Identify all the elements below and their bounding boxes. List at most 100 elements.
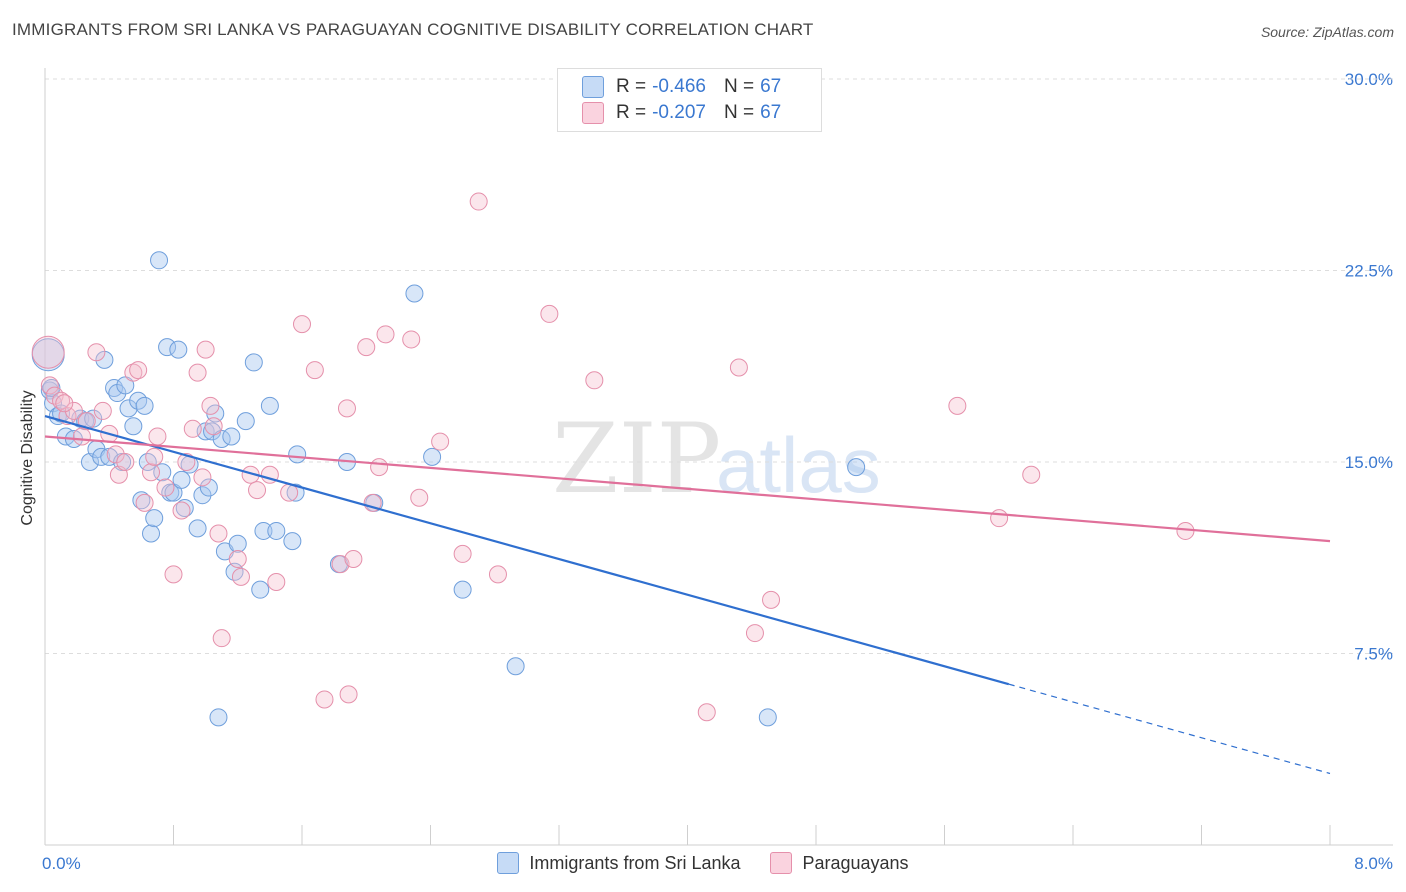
watermark-zip: ZIP [552,403,721,515]
paraguayan-point [729,358,748,377]
sri-lanka-point [847,458,866,477]
sri-lanka-point [267,521,286,540]
paraguayan-point [201,396,220,415]
sri-lanka-point [124,417,143,436]
legend-item-paraguayans[interactable]: Paraguayans [770,852,909,874]
paraguayan-point [156,478,175,497]
paraguayan-point [339,685,358,704]
paraguayan-point [990,509,1009,528]
paraguayan-point [585,371,604,390]
sri-lanka-point [506,657,525,676]
sri-lanka-point [453,580,472,599]
sri-lanka-point [142,524,161,543]
paraguayan-point [357,338,376,357]
stats-row-paraguayans: R = -0.207 N = 67 [582,100,781,126]
paraguayan-point [540,304,559,323]
paraguayan-point [31,335,65,369]
y-tick-label: 7.5% [1354,645,1393,664]
y-tick-label: 15.0% [1345,453,1393,472]
legend-swatch-sri-lanka [497,852,520,874]
paraguayan-point [196,340,215,359]
x-tick-label-min: 0.0% [42,854,81,873]
sri-lanka-point [405,284,424,303]
sri-lanka-point [260,396,279,415]
paraguayan-point [762,590,781,609]
stats-row-sri-lanka: R = -0.466 N = 67 [582,74,781,100]
paraguayan-point [40,376,59,395]
paraguayan-point [1022,465,1041,484]
sri-lanka-point [251,580,270,599]
stats-n-value: 67 [760,76,782,97]
sri-lanka-point [105,378,124,397]
paraguayan-point [305,361,324,380]
paraguayan-point [193,468,212,487]
paraguayan-point [188,363,207,382]
paraguayan-point [64,401,83,420]
paraguayan-point [370,458,389,477]
paraguayan-point [344,550,363,569]
sri-lanka-point [222,427,241,446]
paraguayan-point [469,192,488,211]
paraguayan-point [55,394,74,413]
y-tick-label: 22.5% [1345,262,1393,281]
paraguayan-point [204,417,223,436]
paraguayan-point [72,427,91,446]
legend-label-paraguayans: Paraguayans [802,852,909,873]
chart-title: IMMIGRANTS FROM SRI LANKA VS PARAGUAYAN … [12,20,814,39]
sri-lanka-point [158,338,177,357]
legend-item-sri-lanka[interactable]: Immigrants from Sri Lanka [497,852,740,874]
sri-lanka-point [132,491,151,510]
legend-swatch-paraguayans [770,852,793,874]
x-tick-label-max: 8.0% [1354,854,1393,873]
paraguayan-point [124,363,143,382]
sri-lanka-point [150,251,169,270]
sri-lanka-point [116,376,135,395]
series-legend: Immigrants from Sri Lanka Paraguayans [0,852,1406,874]
source-label: Source: ZipAtlas.com [1260,24,1394,40]
sri-lanka-point [119,399,138,418]
stats-r-value: -0.466 [652,76,706,97]
stats-legend: R = -0.466 N = 67 R = -0.207 N = 67 [557,68,822,132]
paraguayan-point [488,565,507,584]
paraguayan-point [93,401,112,420]
sri-lanka-point [228,534,247,553]
sri-lanka-point [236,412,255,431]
paraguayan-point [52,391,71,410]
sri-lanka-point [423,447,442,466]
stats-r-label: R = [616,76,647,97]
sri-lanka-point [209,708,228,727]
paraguayan-point [135,493,154,512]
paraguayan-point [212,629,231,648]
trendline-extension-sri-lanka [1008,683,1331,775]
stats-swatch-sri-lanka [582,76,604,98]
sri-lanka-point [286,483,305,502]
paraguayan-point [142,463,161,482]
sri-lanka-point [254,521,273,540]
paraguayan-point [87,343,106,362]
stats-swatch-paraguayans [582,102,604,124]
sri-lanka-point [145,509,164,528]
trendline-paraguayans [44,435,1331,543]
sri-lanka-point [172,470,191,489]
paraguayan-point [228,550,247,569]
paraguayan-point [209,524,228,543]
sri-lanka-point [283,532,302,551]
paraguayan-point [267,573,286,592]
paraguayan-point [402,330,421,349]
paraguayan-point [231,567,250,586]
stats-n-value: 67 [760,102,782,123]
sri-lanka-point [193,486,212,505]
sri-lanka-point [199,478,218,497]
sri-lanka-point [288,445,307,464]
paraguayan-point [183,419,202,438]
sri-lanka-point [244,353,263,372]
stats-r-label: R = [616,102,647,123]
paraguayan-point [745,624,764,643]
paraguayan-point [453,544,472,563]
trendline-sri-lanka [44,414,1010,686]
stats-n-label: N = [723,76,755,97]
stats-r-value: -0.207 [652,102,706,123]
sri-lanka-point [169,340,188,359]
sri-lanka-point [188,519,207,538]
